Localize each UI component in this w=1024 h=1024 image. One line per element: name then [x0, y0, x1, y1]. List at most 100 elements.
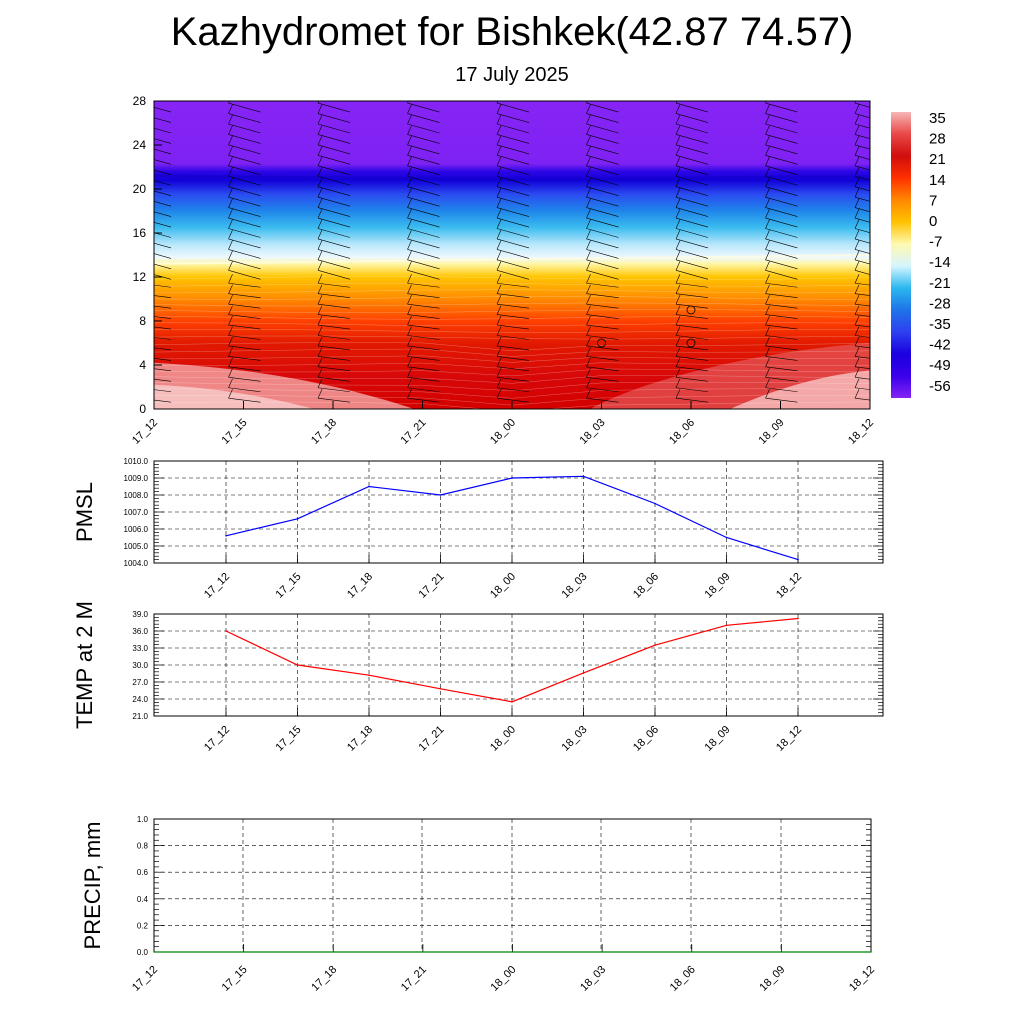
- wind-barb: [154, 284, 172, 288]
- wind-barb-flag: [407, 347, 412, 357]
- wind-barb-flag: [228, 101, 230, 104]
- x-tick-label: 17_18: [345, 724, 375, 754]
- wind-barb: [675, 228, 709, 238]
- wind-barb-flag: [496, 208, 502, 219]
- x-tick-label: 17_18: [309, 964, 339, 994]
- data-point: [368, 485, 370, 488]
- y-tick-label: 30.0: [132, 661, 148, 670]
- wind-barb: [228, 387, 261, 393]
- wind-barb: [407, 366, 440, 372]
- wind-barb-flag: [317, 135, 323, 146]
- y-tick-label: 0: [139, 402, 146, 416]
- wind-barb-flag: [765, 101, 767, 104]
- wind-barb: [154, 399, 172, 403]
- wind-barb-flag: [139, 389, 143, 398]
- wind-barb: [675, 249, 709, 259]
- wind-barb: [675, 345, 709, 351]
- chart-subtitle: 17 July 2025: [455, 64, 569, 86]
- contour-line: [154, 296, 870, 300]
- wind-barb-flag: [586, 295, 591, 305]
- wind-barb-flag: [228, 368, 233, 378]
- wind-barb: [765, 314, 798, 319]
- y-tick-label: 16: [133, 226, 147, 240]
- y-tick-label: 24.0: [132, 695, 148, 704]
- wind-barb-flag: [586, 146, 591, 156]
- x-tick-label: 18_06: [668, 964, 698, 994]
- colorbar-label: -35: [929, 316, 951, 333]
- wind-barb: [154, 190, 172, 196]
- y-tick-label: 12: [133, 270, 147, 284]
- data-point: [225, 535, 227, 537]
- wind-barb-flag: [407, 326, 412, 336]
- wind-barb: [586, 165, 619, 176]
- wind-barb: [765, 144, 798, 155]
- wind-barb: [317, 165, 351, 176]
- wind-barb-flag: [675, 114, 681, 125]
- wind-barb-flag: [228, 274, 233, 284]
- wind-barb-flag: [675, 315, 681, 326]
- wind-barb: [675, 123, 709, 134]
- wind-barb-flag: [407, 146, 412, 156]
- wind-barb-flag: [765, 125, 770, 135]
- wind-barb: [854, 345, 870, 349]
- data-point: [368, 674, 370, 676]
- contour-line: [154, 322, 870, 327]
- wind-barb-flag: [765, 368, 770, 378]
- wind-barb: [854, 356, 870, 359]
- wind-barb-flag: [854, 125, 860, 135]
- wind-barb: [675, 356, 709, 361]
- wind-barb-flag: [765, 357, 770, 367]
- wind-barb: [154, 326, 172, 330]
- colorbar-label: 14: [929, 172, 946, 189]
- y-tick-label: 0.4: [137, 895, 149, 904]
- wind-barb-flag: [854, 229, 860, 240]
- y-tick-label: 0.8: [137, 842, 149, 851]
- wind-barb: [586, 249, 619, 259]
- wind-barb: [317, 377, 351, 382]
- wind-barb-flag: [496, 125, 502, 135]
- wind-barb: [854, 249, 870, 254]
- wind-barb: [586, 175, 619, 186]
- wind-barb: [154, 107, 172, 113]
- wind-barb: [317, 270, 351, 280]
- wind-barb: [154, 378, 172, 382]
- wind-barb: [675, 165, 709, 176]
- wind-barb: [765, 165, 798, 176]
- wind-barb-flag: [228, 240, 233, 250]
- wind-barb-flag: [854, 389, 860, 399]
- wind-barb-flag: [407, 188, 412, 198]
- wind-barb-flag: [228, 208, 233, 219]
- wind-barb-flag: [407, 389, 412, 399]
- wind-barb: [228, 228, 261, 238]
- x-tick-label: 18_06: [631, 724, 661, 754]
- wind-barb: [228, 345, 261, 351]
- y-tick-label: 21.0: [132, 712, 148, 721]
- wind-barb-flag: [496, 315, 502, 326]
- wind-barb-flag: [586, 389, 591, 399]
- wind-barb-flag: [228, 125, 233, 135]
- heatmap-field: [154, 101, 870, 409]
- wind-barb: [228, 397, 261, 403]
- wind-barb: [496, 270, 530, 280]
- data-point: [511, 477, 513, 479]
- contour-line: [154, 368, 870, 377]
- wind-barb: [854, 377, 870, 380]
- wind-barb-flag: [317, 104, 323, 114]
- data-point: [511, 701, 513, 703]
- wind-barb: [586, 144, 619, 155]
- wind-barb: [586, 356, 619, 361]
- wind-barb-flag: [317, 101, 320, 104]
- wind-barb-flag: [407, 336, 412, 347]
- contour-line: [154, 375, 870, 384]
- wind-barb: [496, 259, 530, 270]
- wind-barb: [228, 155, 261, 165]
- wind-barb-flag: [317, 167, 323, 177]
- wind-barb-flag: [407, 208, 412, 219]
- wind-barb: [586, 186, 619, 196]
- y-tick-label: 33.0: [132, 644, 148, 653]
- wind-barb: [228, 366, 261, 372]
- wind-barb: [317, 134, 351, 144]
- wind-barb: [765, 155, 798, 165]
- x-tick-label: 18_00: [488, 724, 518, 754]
- wind-barb-flag: [586, 167, 591, 177]
